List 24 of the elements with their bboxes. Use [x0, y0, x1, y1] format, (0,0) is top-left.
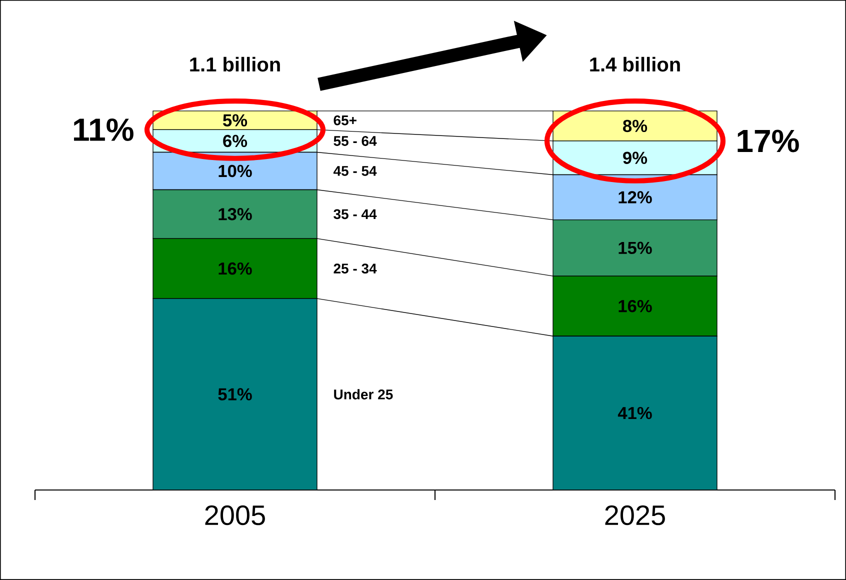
series-label: 35 - 44	[334, 209, 377, 220]
data-label: 10%	[218, 164, 252, 178]
x-tick-label: 2025	[605, 505, 665, 526]
data-label: 16%	[618, 300, 652, 312]
x-tick-label: 2005	[205, 505, 265, 526]
data-label: 9%	[623, 152, 648, 164]
data-label: 12%	[618, 191, 652, 204]
series-label: 25 - 34	[334, 264, 377, 274]
annotation: 1.1 billion	[190, 56, 280, 72]
data-label: 6%	[223, 134, 248, 148]
data-label: 15%	[618, 242, 652, 254]
data-label: 51%	[218, 388, 252, 400]
data-label: 8%	[623, 120, 648, 132]
annotation: 11%	[74, 118, 134, 141]
data-label: 13%	[218, 208, 252, 220]
annotation: 17%	[738, 130, 799, 152]
annotation: 1.4 billion	[590, 56, 680, 72]
data-label: 5%	[223, 114, 248, 126]
series-label: Under 25	[334, 389, 393, 400]
series-label: 65+	[334, 115, 356, 126]
series-label: 45 - 54	[333, 166, 377, 176]
series-label: 55 - 64	[334, 136, 377, 146]
data-label: 16%	[218, 262, 252, 275]
data-label: 41%	[618, 406, 652, 420]
